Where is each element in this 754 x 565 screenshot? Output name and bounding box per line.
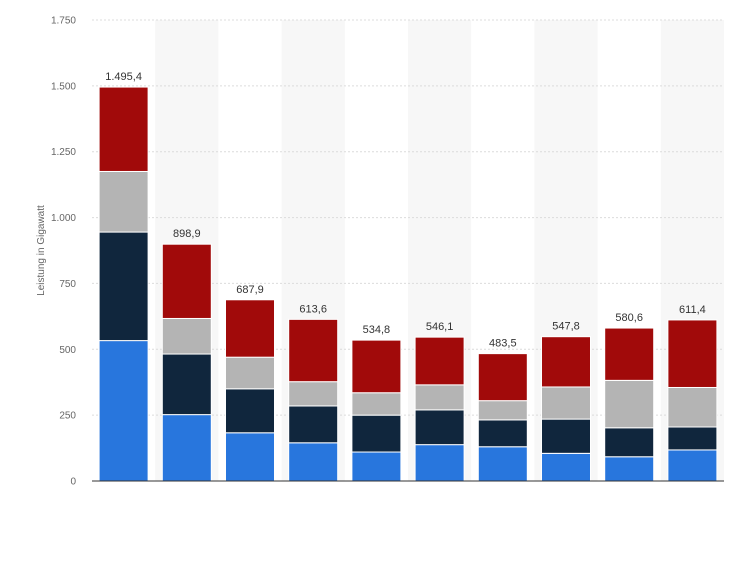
y-tick-label: 750 xyxy=(59,279,76,290)
y-tick-label: 1.000 xyxy=(51,213,76,224)
bar-segment xyxy=(288,442,339,482)
bar-segment xyxy=(351,451,402,482)
total-data-label: 687,9 xyxy=(236,284,264,296)
bar-segment xyxy=(667,426,718,451)
bar-segment xyxy=(288,381,339,407)
bar-segment xyxy=(477,400,528,421)
bar-segment xyxy=(667,319,718,388)
bar-segment xyxy=(414,409,465,446)
bar-segment xyxy=(477,446,528,482)
y-tick-label: 1.500 xyxy=(51,81,76,92)
bar-segment xyxy=(288,318,339,383)
bar-segment xyxy=(225,432,275,482)
bar-segment xyxy=(161,414,212,482)
bar-segment xyxy=(288,405,339,444)
y-axis-title: Leistung in Gigawatt xyxy=(36,205,47,296)
y-tick-label: 0 xyxy=(70,477,76,488)
total-data-label: 613,6 xyxy=(299,303,327,315)
bar-segment xyxy=(414,336,465,386)
y-tick-label: 1.750 xyxy=(51,16,76,27)
bar-segment xyxy=(541,386,591,420)
bar-segment xyxy=(225,299,275,358)
y-axis-ticks: 0 250 500 750 1.000 1.250 1.500 1.750 xyxy=(51,16,76,488)
bar-segment xyxy=(541,336,591,388)
bar-segment xyxy=(477,419,528,448)
bar-segment xyxy=(477,353,528,402)
bar-segment xyxy=(161,317,212,355)
bar-segment xyxy=(667,449,718,482)
bar-segment xyxy=(541,452,591,482)
total-data-label: 534,8 xyxy=(363,324,391,336)
bar-segment xyxy=(98,86,149,172)
bar-segment xyxy=(351,414,402,453)
bars xyxy=(98,86,718,482)
bar-segment xyxy=(98,170,149,233)
total-data-label: 1.495,4 xyxy=(105,71,142,83)
bar-segment xyxy=(414,384,465,411)
bar-segment xyxy=(161,243,212,319)
bar-segment xyxy=(414,444,465,482)
bar-segment xyxy=(604,427,655,458)
y-tick-label: 500 xyxy=(59,345,76,356)
y-tick-label: 1.250 xyxy=(51,147,76,158)
bar-segment xyxy=(604,327,655,381)
bar-segment xyxy=(351,339,402,394)
total-data-label: 580,6 xyxy=(615,312,643,324)
y-tick-label: 250 xyxy=(59,411,76,422)
bar-segment xyxy=(351,392,402,416)
total-data-label: 547,8 xyxy=(552,321,580,333)
bar-segment xyxy=(225,388,275,434)
bar-segment xyxy=(667,386,718,428)
bar-segment xyxy=(604,456,655,482)
bar-segment xyxy=(604,379,655,429)
total-labels: 1.495,4 898,9 687,9 613,6 534,8 546,1 483,5 547… xyxy=(105,71,706,350)
total-data-label: 898,9 xyxy=(173,228,201,240)
total-data-label: 483,5 xyxy=(489,338,517,350)
bar-segment xyxy=(541,418,591,454)
total-data-label: 611,4 xyxy=(679,304,706,316)
total-data-label: 546,1 xyxy=(426,321,454,333)
bar-segment xyxy=(225,356,275,390)
bar-segment xyxy=(98,231,149,342)
bar-segment xyxy=(161,353,212,416)
bar-segment xyxy=(98,340,149,482)
